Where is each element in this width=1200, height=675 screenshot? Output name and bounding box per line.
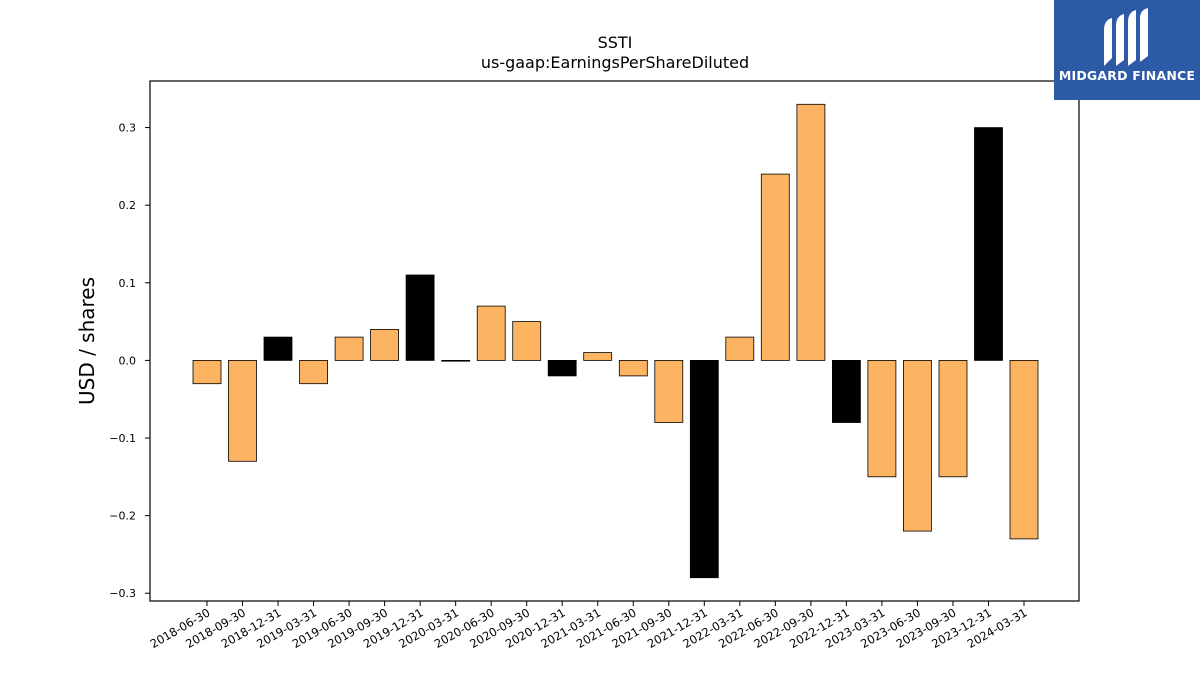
bar-2020-12-31 xyxy=(547,359,577,377)
midgard-logo-icon xyxy=(1104,8,1148,66)
bar-2022-12-31 xyxy=(832,359,861,423)
bar-2021-03-31 xyxy=(583,352,613,361)
bar-2024-03-31 xyxy=(1009,359,1039,540)
bar-2020-06-30 xyxy=(476,305,506,361)
y-tick-label: −0.2 xyxy=(109,510,136,523)
y-tick-label: 0.2 xyxy=(119,199,137,212)
bar-2019-03-31 xyxy=(299,359,329,385)
y-tick-label: 0.3 xyxy=(119,122,137,135)
bar-2018-06-30 xyxy=(192,359,222,385)
plot-frame xyxy=(149,80,1080,602)
bar-2023-03-31 xyxy=(867,359,897,478)
brand-name: MIDGARD FINANCE xyxy=(1058,68,1196,83)
y-axis-label: USD / shares xyxy=(75,277,99,405)
bars-layer xyxy=(192,103,1039,579)
chart-subtitle: us-gaap:EarningsPerShareDiluted xyxy=(481,53,749,72)
bar-2021-09-30 xyxy=(654,359,684,423)
bar-2019-09-30 xyxy=(370,328,400,361)
bar-2023-06-30 xyxy=(903,359,932,532)
bar-2020-09-30 xyxy=(512,321,542,361)
bar-2019-12-31 xyxy=(405,274,435,361)
bar-2022-09-30 xyxy=(796,103,826,361)
bar-2022-03-31 xyxy=(725,336,755,361)
bar-2023-12-31 xyxy=(974,127,1003,361)
y-axis-ticks: −0.3 −0.2 −0.1 0.0 0.1 0.2 0.3 xyxy=(109,122,150,600)
bar-2021-06-30 xyxy=(618,359,648,377)
y-tick-label: −0.3 xyxy=(109,587,136,600)
bar-2022-06-30 xyxy=(760,173,790,361)
x-axis-ticks: 2018-06-302018-09-302018-12-312019-03-31… xyxy=(148,601,1030,651)
bar-2021-12-31 xyxy=(689,359,719,579)
bar-2018-12-31 xyxy=(263,336,293,361)
y-tick-label: 0.0 xyxy=(119,354,137,367)
bar-2020-03-31 xyxy=(441,359,471,362)
y-tick-label: 0.1 xyxy=(119,277,137,290)
bar-2019-06-30 xyxy=(334,336,364,361)
bar-2023-09-30 xyxy=(938,359,968,478)
bar-2018-09-30 xyxy=(228,359,257,462)
chart-title: SSTI xyxy=(598,33,633,52)
brand-logo: MIDGARD FINANCE xyxy=(1054,0,1200,100)
y-tick-label: −0.1 xyxy=(109,432,136,445)
